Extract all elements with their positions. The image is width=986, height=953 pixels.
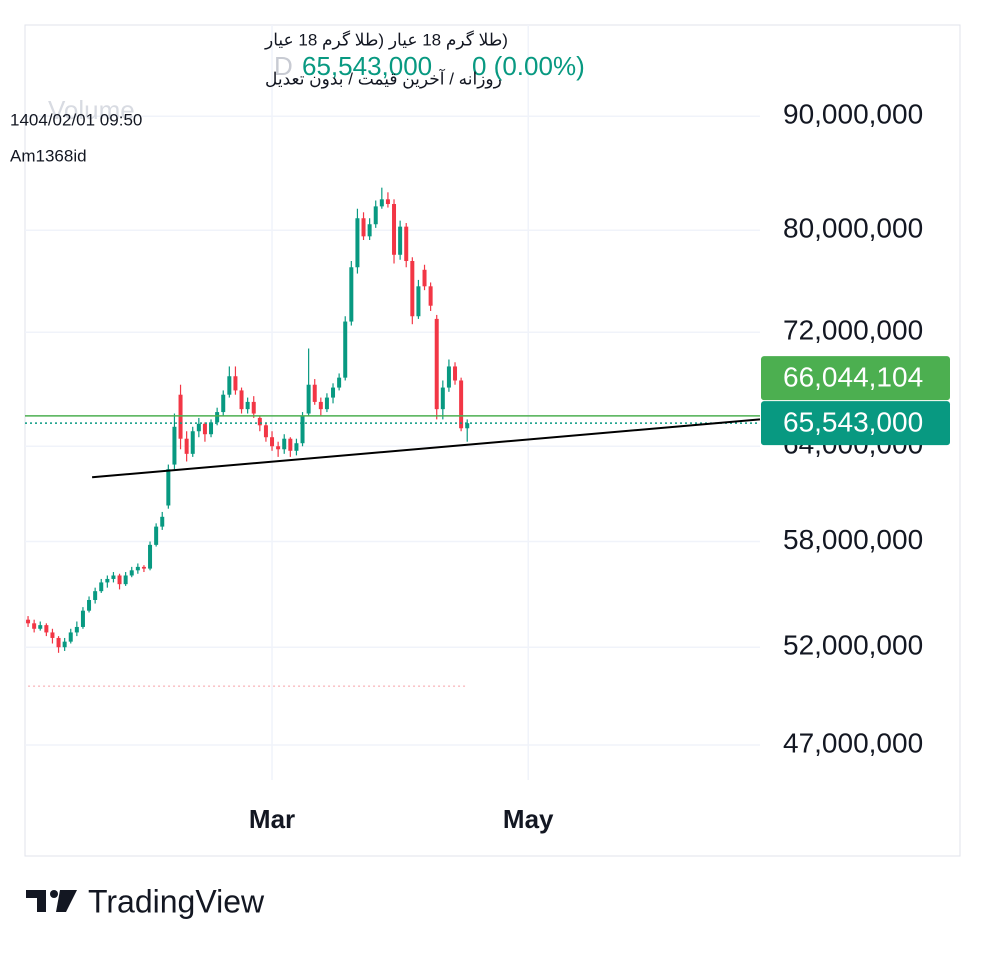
- candle-body: [129, 570, 134, 576]
- candle-body: [117, 575, 122, 585]
- header-change: 0 (0.00%): [472, 51, 585, 81]
- candle-body: [300, 416, 305, 444]
- candle-body: [148, 544, 153, 569]
- y-tick-label: 47,000,000: [783, 727, 923, 758]
- candle-body: [62, 641, 67, 648]
- candle-body: [276, 446, 281, 450]
- candle-body: [56, 637, 61, 648]
- candle-body: [257, 417, 262, 426]
- candle-body: [233, 376, 238, 391]
- candle-body: [422, 269, 427, 287]
- candle-body: [373, 206, 378, 225]
- candle-body: [239, 390, 244, 410]
- candle-body: [349, 267, 354, 322]
- candle-body: [398, 226, 403, 255]
- candle-body: [324, 397, 329, 410]
- candle-body: [355, 218, 360, 268]
- price-label-box: [761, 401, 950, 446]
- candle-body: [221, 394, 226, 413]
- candle-body: [404, 226, 409, 261]
- price-label: 66,044,104: [783, 362, 923, 393]
- candle-body: [294, 443, 299, 451]
- candle-body: [263, 425, 268, 438]
- candle-body: [172, 426, 177, 465]
- candle-body: [459, 380, 464, 429]
- y-tick-label: 52,000,000: [783, 630, 923, 661]
- y-tick-label: 80,000,000: [783, 213, 923, 244]
- candle-body: [343, 321, 348, 378]
- candle-body: [434, 318, 439, 410]
- brand-name: TradingView: [88, 883, 265, 919]
- candle-body: [318, 401, 323, 410]
- candle-body: [26, 619, 31, 624]
- interval: D: [274, 51, 293, 81]
- candle-body: [361, 218, 366, 237]
- candle-body: [166, 469, 171, 506]
- symbol-name: (طلا گرم 18 عيار (طلا گرم 18 عيار: [264, 29, 508, 50]
- candle-body: [38, 625, 43, 629]
- y-tick-label: 90,000,000: [783, 99, 923, 130]
- candle-body: [32, 623, 37, 629]
- header-price: 65,543,000: [302, 51, 432, 81]
- candle-body: [190, 431, 195, 454]
- candle-body: [453, 366, 458, 381]
- candle-body: [99, 582, 104, 592]
- price-label: 65,543,000: [783, 407, 923, 438]
- candle-body: [312, 384, 317, 402]
- candle-body: [331, 387, 336, 398]
- candle-body: [178, 394, 183, 439]
- candle-body: [80, 610, 85, 627]
- candle-body: [154, 526, 159, 545]
- candle-body: [245, 401, 250, 410]
- trend-line: [92, 418, 761, 479]
- candle-body: [385, 199, 390, 205]
- author: Am1368id: [10, 146, 87, 165]
- candle-body: [209, 422, 214, 435]
- price-label-box: [761, 356, 950, 401]
- candle-body: [105, 578, 110, 583]
- y-tick-label: 58,000,000: [783, 524, 923, 555]
- candle-body: [111, 575, 116, 579]
- candle-body: [44, 625, 49, 633]
- candle-body: [123, 575, 128, 585]
- brand-logo: [26, 890, 77, 912]
- candle-body: [93, 591, 98, 600]
- candle-body: [184, 438, 189, 454]
- ghost-text: Volume: [48, 95, 135, 125]
- candle-body: [215, 412, 220, 423]
- candle-body: [251, 401, 256, 414]
- candle-body: [227, 376, 232, 395]
- candle-body: [196, 423, 201, 432]
- candle-body: [465, 423, 470, 429]
- candle-body: [141, 566, 146, 569]
- candle-body: [74, 626, 79, 633]
- candle-body: [367, 224, 372, 237]
- candle-body: [379, 199, 384, 207]
- candle-body: [392, 204, 397, 255]
- marks: [25, 187, 761, 687]
- candle-body: [428, 286, 433, 306]
- candle-body: [87, 599, 92, 611]
- candle-body: [202, 423, 207, 435]
- candle-body: [68, 632, 73, 642]
- candle-body: [337, 377, 342, 388]
- candle-body: [440, 387, 445, 410]
- x-tick-label: Mar: [249, 804, 295, 834]
- candle-body: [410, 260, 415, 317]
- candle-body: [270, 437, 275, 447]
- candle-body: [135, 566, 140, 571]
- y-tick-label: 72,000,000: [783, 315, 923, 346]
- timestamp: 1404/02/01 09:50: [10, 110, 142, 129]
- candle-body: [306, 384, 311, 414]
- candle-body: [416, 286, 421, 317]
- candle-body: [446, 366, 451, 388]
- candle-body: [288, 438, 293, 451]
- candle-body: [160, 516, 165, 527]
- x-tick-label: May: [503, 804, 554, 834]
- candle-body: [50, 632, 55, 638]
- candle-body: [282, 438, 287, 450]
- chart-settings: روزانه / آخرین قیمت / بدون تعدیل: [265, 67, 502, 89]
